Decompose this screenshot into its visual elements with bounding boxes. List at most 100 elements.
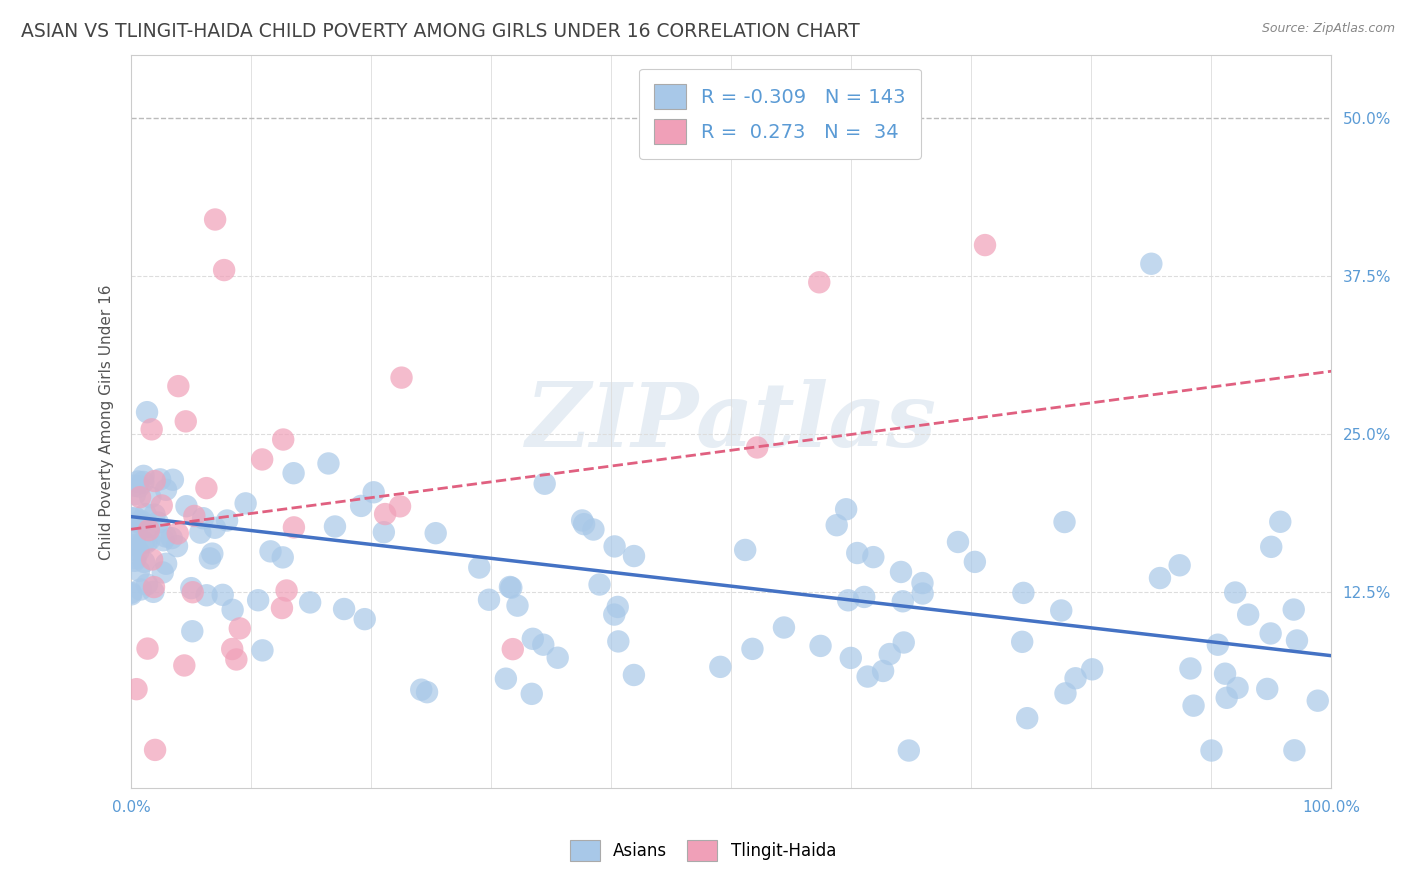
Point <box>149 472 172 486</box>
Point <box>166 526 188 541</box>
Point <box>143 743 166 757</box>
Point <box>1285 633 1308 648</box>
Point <box>872 664 894 678</box>
Point <box>204 521 226 535</box>
Point <box>1226 681 1249 695</box>
Point <box>547 650 569 665</box>
Point <box>127 544 149 558</box>
Point <box>152 533 174 548</box>
Point <box>180 581 202 595</box>
Point <box>125 551 148 566</box>
Point <box>1213 666 1236 681</box>
Point <box>1180 661 1202 675</box>
Point <box>1260 626 1282 640</box>
Point <box>389 500 412 514</box>
Point <box>1182 698 1205 713</box>
Point <box>879 647 901 661</box>
Point <box>974 238 997 252</box>
Point <box>129 515 152 529</box>
Point <box>229 621 252 635</box>
Point <box>221 642 243 657</box>
Point <box>582 523 605 537</box>
Point <box>808 275 831 289</box>
Point <box>120 585 142 599</box>
Point <box>1225 585 1247 599</box>
Point <box>138 523 160 537</box>
Point <box>162 473 184 487</box>
Point <box>499 580 522 594</box>
Point <box>374 507 396 521</box>
Point <box>1168 558 1191 573</box>
Point <box>835 502 858 516</box>
Point <box>166 539 188 553</box>
Point <box>181 624 204 639</box>
Point <box>136 577 159 591</box>
Point <box>124 487 146 501</box>
Point <box>810 639 832 653</box>
Point <box>155 529 177 543</box>
Point <box>623 668 645 682</box>
Point <box>124 554 146 568</box>
Point <box>122 478 145 492</box>
Point <box>1284 743 1306 757</box>
Point <box>606 599 628 614</box>
Point <box>128 479 150 493</box>
Point <box>127 475 149 489</box>
Point <box>963 555 986 569</box>
Point <box>363 485 385 500</box>
Point <box>259 544 281 558</box>
Point <box>188 525 211 540</box>
Point <box>1270 515 1292 529</box>
Point <box>252 643 274 657</box>
Point <box>138 519 160 533</box>
Point <box>318 457 340 471</box>
Point <box>825 518 848 533</box>
Point <box>136 641 159 656</box>
Point <box>571 513 593 527</box>
Point <box>890 565 912 579</box>
Point <box>271 433 294 447</box>
Point <box>271 550 294 565</box>
Point <box>120 587 142 601</box>
Point <box>468 560 491 574</box>
Point <box>143 508 166 522</box>
Point <box>155 483 177 497</box>
Point <box>478 592 501 607</box>
Point <box>211 588 233 602</box>
Legend: R = -0.309   N = 143, R =  0.273   N =  34: R = -0.309 N = 143, R = 0.273 N = 34 <box>638 69 921 160</box>
Point <box>607 634 630 648</box>
Point <box>839 651 862 665</box>
Point <box>299 595 322 609</box>
Point <box>150 499 173 513</box>
Point <box>173 658 195 673</box>
Point <box>531 638 554 652</box>
Point <box>235 496 257 510</box>
Point <box>425 526 447 541</box>
Point <box>522 632 544 646</box>
Point <box>225 652 247 666</box>
Point <box>160 531 183 545</box>
Point <box>502 642 524 657</box>
Point <box>1256 681 1278 696</box>
Point <box>132 535 155 549</box>
Point <box>124 533 146 548</box>
Point <box>132 475 155 489</box>
Point <box>142 585 165 599</box>
Point <box>495 672 517 686</box>
Point <box>520 687 543 701</box>
Point <box>121 528 143 542</box>
Point <box>709 660 731 674</box>
Point <box>125 682 148 697</box>
Point <box>734 543 756 558</box>
Point <box>891 594 914 608</box>
Point <box>174 414 197 428</box>
Point <box>124 538 146 552</box>
Point <box>533 476 555 491</box>
Point <box>143 474 166 488</box>
Point <box>837 593 859 607</box>
Point <box>1206 638 1229 652</box>
Point <box>846 546 869 560</box>
Point <box>333 602 356 616</box>
Point <box>129 582 152 597</box>
Point <box>623 549 645 563</box>
